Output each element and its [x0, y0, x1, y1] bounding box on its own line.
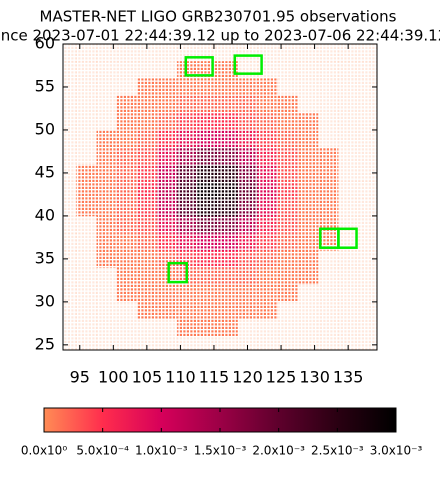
y-tick-label: 35: [35, 248, 55, 267]
y-tick-label: 40: [35, 205, 55, 224]
colorbar-tick-label: 1.0x10⁻³: [135, 444, 188, 458]
chart-subtitle: since 2023-07-01 22:44:39.12 up to 2023-…: [0, 27, 440, 45]
colorbar-tick-label: 0.0x10⁰: [21, 444, 67, 458]
y-tick-label: 50: [35, 119, 55, 138]
x-tick-label: 95: [70, 368, 90, 387]
y-tick-label: 60: [35, 34, 55, 53]
field-box: [184, 56, 214, 77]
x-tick-label: 100: [98, 368, 129, 387]
x-tick-label: 125: [266, 368, 297, 387]
x-tick-label: 105: [132, 368, 163, 387]
colorbar-tick-label: 2.5x10⁻³: [311, 444, 364, 458]
y-tick-label: 55: [35, 76, 55, 95]
x-tick-label: 120: [232, 368, 263, 387]
fields: [167, 54, 358, 284]
x-tick-label: 115: [199, 368, 230, 387]
chart-title: MASTER-NET LIGO GRB230701.95 observation…: [40, 8, 397, 26]
x-tick-label: 130: [299, 368, 330, 387]
field-box: [233, 54, 263, 75]
colorbar-tick-label: 1.5x10⁻³: [194, 444, 247, 458]
colorbar-tick-label: 2.0x10⁻³: [252, 444, 305, 458]
colorbar-tick-label: 5.0x10⁻⁴: [76, 444, 129, 458]
x-tick-label: 135: [333, 368, 364, 387]
y-tick-label: 25: [35, 334, 55, 353]
colorbar-tick-label: 3.0x10⁻³: [370, 444, 423, 458]
y-tick-label: 30: [35, 291, 55, 310]
x-tick-label: 110: [165, 368, 196, 387]
plot-frame: [62, 43, 378, 351]
field-box: [337, 227, 358, 249]
y-tick-label: 45: [35, 162, 55, 181]
field-box: [167, 261, 189, 284]
dot-overlay: [63, 44, 377, 350]
